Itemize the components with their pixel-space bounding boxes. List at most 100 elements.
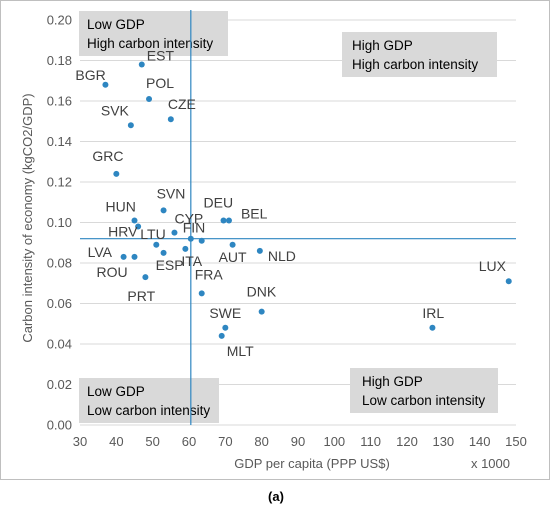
data-point-cze (167, 116, 174, 123)
y-axis-title: Carbon intensity of economy (kgCO2/GDP) (20, 93, 35, 342)
quadrant-top-left-box (79, 11, 228, 56)
quadrant-bottom-left-line1: Low GDP (87, 384, 145, 399)
x-tick-label: 110 (360, 434, 381, 449)
y-tick-label: 0.18 (47, 53, 72, 68)
data-points (102, 61, 512, 339)
data-point-cyp (171, 229, 178, 236)
data-point-prt (142, 274, 149, 281)
x-tick-label: 140 (469, 434, 491, 449)
data-point (187, 235, 194, 242)
data-point-lux (505, 278, 512, 285)
data-point-fra (198, 290, 205, 297)
point-label-lux: LUX (479, 258, 507, 274)
x-tick-label: 60 (182, 434, 196, 449)
data-point-lva (120, 253, 127, 260)
data-point-deu (220, 217, 227, 224)
quadrant-bottom-left-line2: Low carbon intensity (87, 403, 210, 418)
point-label-mlt: MLT (227, 343, 254, 359)
data-point-svk (127, 122, 134, 129)
quadrant-bottom-left-box (79, 378, 219, 423)
quadrant-bottom-right: High GDP Low carbon intensity (350, 368, 498, 413)
y-tick-label: 0.14 (47, 134, 72, 149)
point-label-fra: FRA (195, 266, 224, 282)
x-axis-title: GDP per capita (PPP US$) (234, 456, 390, 471)
y-tick-label: 0.04 (47, 337, 72, 352)
point-label-hun: HUN (106, 198, 136, 214)
data-point-pol (146, 95, 153, 102)
point-label-rou: ROU (97, 264, 128, 280)
point-label-pol: POL (146, 75, 174, 91)
point-label-lva: LVA (88, 244, 113, 260)
x-tick-label: 70 (218, 434, 232, 449)
point-label-ltu: LTU (140, 226, 165, 242)
data-point-dnk (258, 308, 265, 315)
data-point-est (138, 61, 145, 68)
axis-ticks: 0.00 0.02 0.04 0.06 0.08 0.10 0.12 0.14 0.16 0.18… (47, 13, 527, 450)
point-label-ita: ITA (181, 253, 202, 269)
quadrant-boxes: Low GDP High carbon intensity High GDP H… (79, 11, 498, 423)
y-tick-label: 0.12 (47, 175, 72, 190)
data-point-swe (222, 324, 229, 331)
point-label-nld: NLD (268, 248, 296, 264)
quadrant-top-right-line1: High GDP (352, 38, 413, 53)
quadrant-top-left: Low GDP High carbon intensity (79, 11, 228, 56)
quadrant-bottom-right-line2: Low carbon intensity (362, 393, 485, 408)
point-label-grc: GRC (92, 148, 123, 164)
data-point-ltu (153, 241, 160, 248)
data-point-svn (160, 207, 167, 214)
y-tick-label: 0.00 (47, 418, 72, 433)
data-point-fin (198, 237, 205, 244)
y-tick-label: 0.08 (47, 256, 72, 271)
point-label-prt: PRT (127, 288, 155, 304)
point-label-svn: SVN (157, 185, 186, 201)
point-labels: BGR EST POL SVK CZE GRC SVN HUN HRV CYP LTU FIN DEU B… (75, 48, 506, 359)
y-tick-label: 0.10 (47, 215, 72, 230)
point-label-cyp: CYP (174, 211, 203, 227)
x-axis-unit-note: x 1000 (471, 456, 510, 471)
data-point-irl (429, 324, 436, 331)
y-tick-label: 0.06 (47, 296, 72, 311)
point-label-fin: FIN (183, 220, 206, 236)
data-point-esp (160, 249, 167, 256)
point-label-swe: SWE (209, 305, 241, 321)
data-point-mlt (218, 332, 225, 339)
data-point-aut (229, 241, 236, 248)
point-label-est: EST (147, 48, 175, 64)
y-tick-label: 0.20 (47, 13, 72, 28)
data-point-bel (225, 217, 232, 224)
x-tick-label: 30 (73, 434, 87, 449)
quadrant-top-right-line2: High carbon intensity (352, 57, 478, 72)
point-label-hrv: HRV (108, 224, 138, 240)
threshold-lines (80, 10, 516, 425)
point-label-bgr: BGR (75, 67, 105, 83)
x-tick-label: 40 (109, 434, 123, 449)
x-tick-label: 100 (323, 434, 345, 449)
point-label-deu: DEU (204, 194, 234, 210)
x-tick-label: 80 (254, 434, 268, 449)
quadrant-bottom-right-box (350, 368, 498, 413)
point-label-cze: CZE (168, 96, 196, 112)
x-tick-label: 150 (505, 434, 527, 449)
y-tick-label: 0.02 (47, 377, 72, 392)
data-point-rou (131, 253, 138, 260)
point-label-irl: IRL (422, 305, 444, 321)
data-point-grc (113, 170, 120, 177)
data-point-nld (256, 247, 263, 254)
quadrant-bottom-left: Low GDP Low carbon intensity (79, 378, 219, 423)
quadrant-top-right-box (342, 32, 497, 77)
point-label-svk: SVK (101, 102, 130, 118)
data-point-bgr (102, 81, 109, 88)
point-label-bel: BEL (241, 205, 268, 221)
quadrant-bottom-right-line1: High GDP (362, 374, 423, 389)
quadrant-top-left-line2: High carbon intensity (87, 36, 213, 51)
quadrant-top-right: High GDP High carbon intensity (342, 32, 497, 77)
x-tick-label: 130 (432, 434, 454, 449)
figure-caption: (a) (268, 489, 284, 504)
quadrant-top-left-line1: Low GDP (87, 17, 145, 32)
data-point-hun (131, 217, 138, 224)
point-label-esp: ESP (156, 257, 184, 273)
point-label-dnk: DNK (247, 284, 277, 300)
point-label-aut: AUT (219, 249, 247, 265)
